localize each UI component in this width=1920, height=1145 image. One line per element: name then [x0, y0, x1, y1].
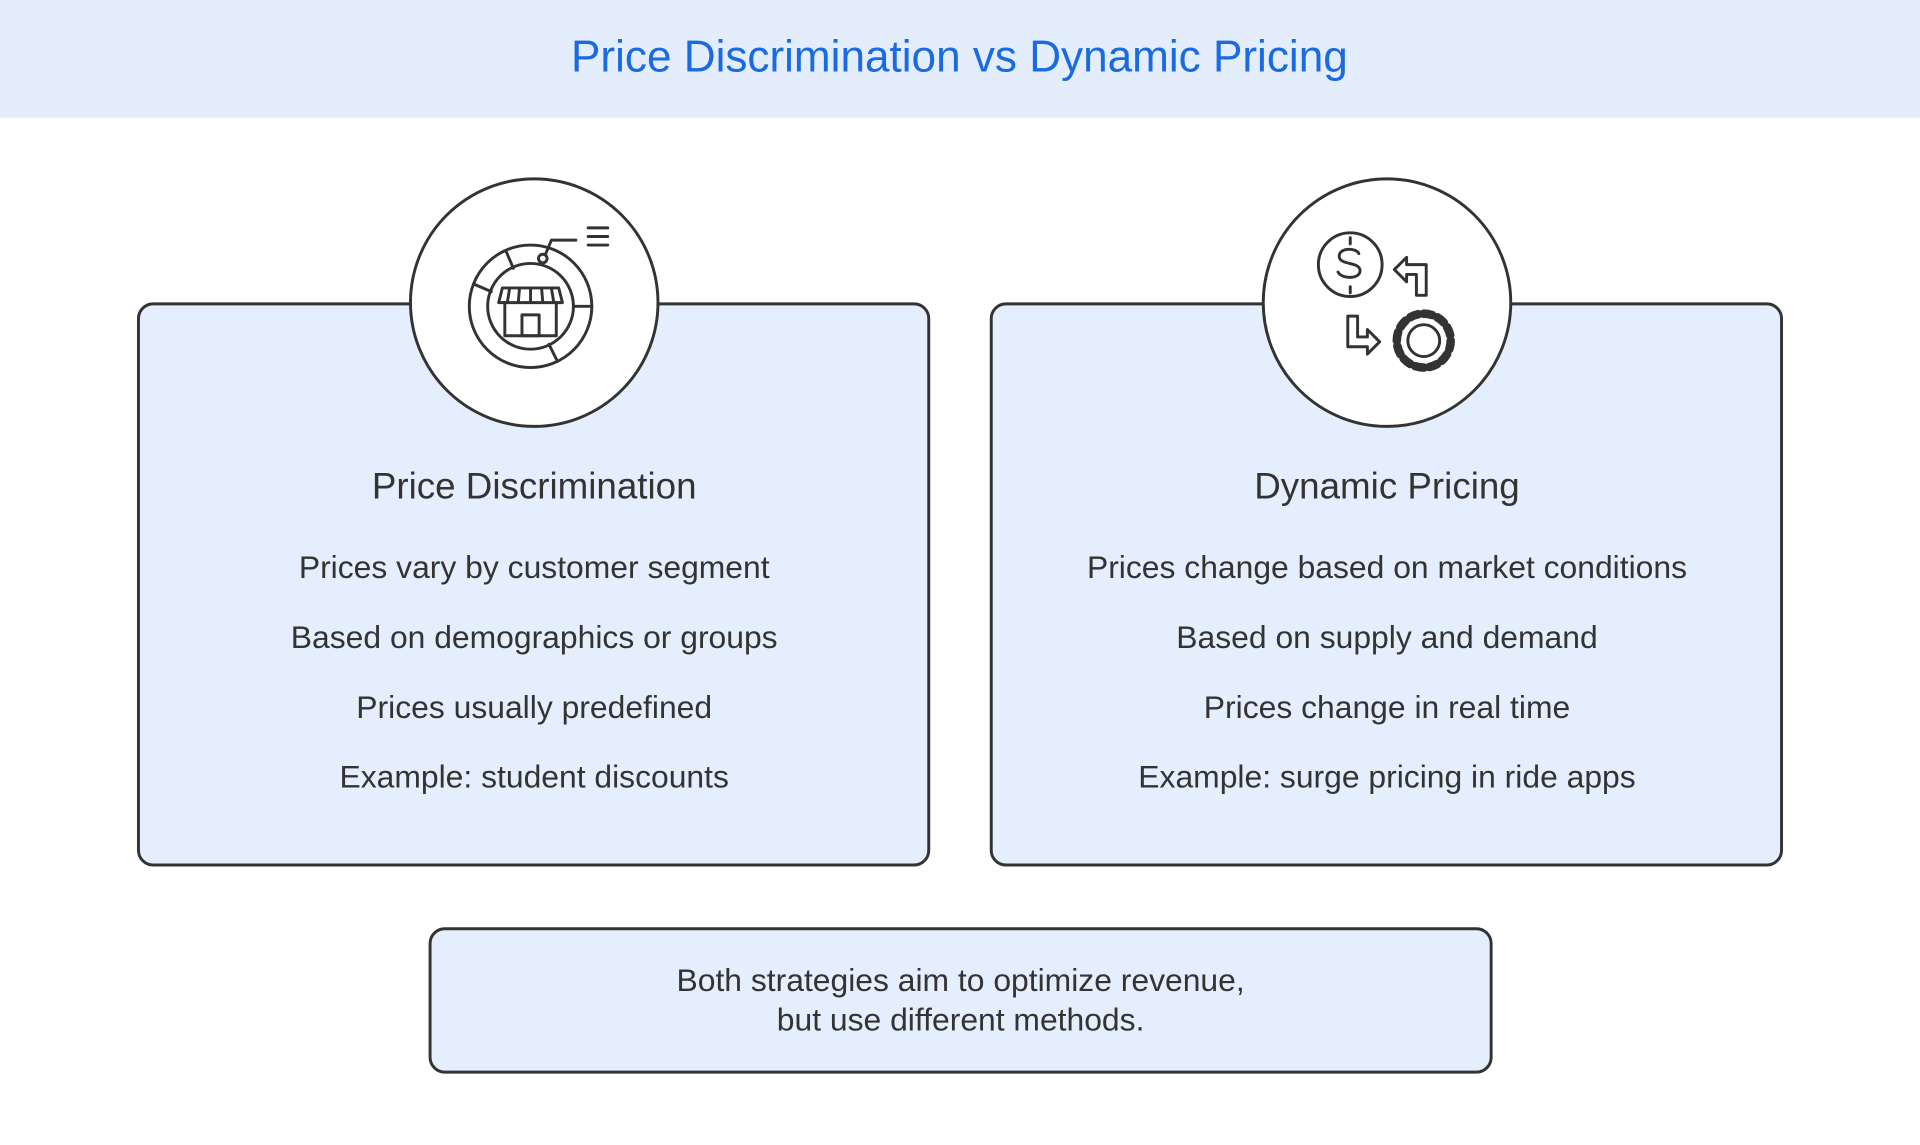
summary-line: but use different methods.	[777, 1001, 1145, 1037]
icon-circle	[1261, 177, 1513, 428]
card-item: Example: surge pricing in ride apps	[1138, 759, 1635, 795]
title: Price Discrimination vs Dynamic Pricing	[571, 33, 1348, 82]
card-title: Price Discrimination	[372, 466, 697, 507]
card-item: Prices usually predefined	[356, 689, 712, 725]
card-item: Based on supply and demand	[1176, 619, 1597, 655]
store-icon	[467, 226, 610, 370]
dynamic-icon	[1316, 231, 1456, 372]
card-item: Prices change based on market conditions	[1087, 549, 1687, 585]
card-item: Example: student discounts	[340, 759, 729, 795]
summary-line: Both strategies aim to optimize revenue,	[677, 962, 1245, 998]
text-layer: Price Discrimination Prices vary by cust…	[291, 466, 1687, 795]
card-item: Prices change in real time	[1204, 689, 1570, 725]
summary-box	[428, 927, 1493, 1074]
card-item: Based on demographics or groups	[291, 619, 778, 655]
card-title: Dynamic Pricing	[1254, 466, 1519, 507]
header-band	[0, 0, 1920, 118]
card-item: Prices vary by customer segment	[299, 549, 770, 585]
